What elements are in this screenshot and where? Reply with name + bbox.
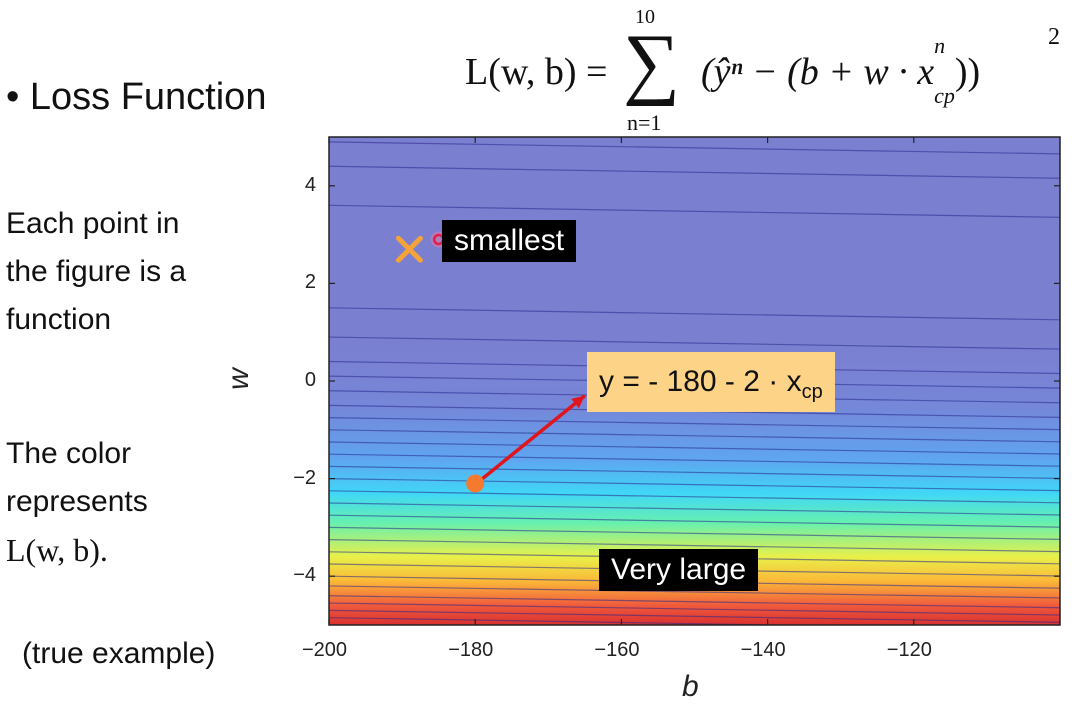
section-title: • Loss Function	[6, 76, 266, 119]
description-line: the figure is a	[6, 255, 187, 288]
true-example-note: (true example)	[22, 637, 216, 670]
y-tick-label: 4	[304, 173, 316, 196]
contour-line	[329, 141, 1060, 155]
loss-formula: L(w, b) = 10 ∑ n=1 (ŷⁿ − (b + w · x n cp))…	[465, 6, 1085, 140]
contour-line	[329, 307, 1060, 321]
y-tick-label: 0	[304, 369, 316, 391]
formula-power: 2	[1048, 24, 1060, 50]
contour-line	[329, 165, 1060, 179]
contour-line	[329, 336, 1060, 350]
formula-lhs: L(w, b) =	[465, 51, 608, 93]
y-tick-label: −2	[293, 466, 316, 489]
contour-line	[329, 539, 1060, 553]
contour-line	[329, 595, 1060, 609]
formula-sum-symbol: ∑	[623, 19, 681, 107]
formula-x-sub: cp	[934, 82, 955, 108]
x-tick-label: −140	[740, 639, 786, 661]
start-point	[466, 474, 485, 493]
x-tick-label: −200	[302, 639, 348, 661]
contour-line	[329, 617, 812, 625]
contour-line	[329, 585, 1060, 599]
contour-line	[329, 465, 1060, 479]
label-smallest: smallest	[442, 220, 577, 262]
formula-body: (ŷⁿ − (b + w · x n cp))	[701, 33, 981, 108]
y-tick-label: 2	[304, 271, 316, 294]
x-axis-title: b	[682, 670, 699, 703]
contour-line	[329, 526, 1060, 540]
y-axis-title: w	[221, 368, 255, 390]
arrow-head	[571, 395, 585, 409]
description-block-2: The color represents L(w, b).	[6, 430, 148, 574]
label-function: y = - 180 - 2 · xcp	[587, 352, 835, 412]
description-line: represents	[6, 485, 148, 518]
x-tick-label: −120	[886, 639, 932, 661]
contour-line	[329, 441, 1060, 455]
contour-line	[329, 417, 1060, 431]
contour-line	[329, 453, 1060, 467]
contour-line	[329, 502, 1060, 516]
x-tick-label: −180	[448, 639, 494, 661]
formula-x-sup: n	[934, 33, 946, 58]
contour-line	[329, 204, 1060, 218]
x-tick-label: −160	[594, 639, 640, 661]
contour-line	[329, 609, 1060, 623]
contour-lines	[329, 141, 1060, 625]
formula-sum-lower: n=1	[627, 110, 662, 135]
smallest-marker	[395, 235, 423, 263]
title-text: Loss Function	[29, 76, 267, 118]
contour-line	[329, 429, 1060, 443]
bullet-mark: •	[6, 76, 20, 118]
y-tick-label: −4	[293, 564, 316, 587]
description-block-1: Each point in the figure is a function	[6, 200, 186, 344]
label-very-large: Very large	[599, 549, 759, 591]
description-line: Each point in	[6, 207, 180, 240]
arrow-shaft	[481, 394, 586, 480]
formula-sum-upper: 10	[635, 6, 655, 28]
description-line: function	[6, 303, 112, 336]
contour-line	[329, 602, 1060, 616]
description-line: The color	[6, 437, 132, 470]
contour-line	[329, 490, 1060, 504]
contour-line	[329, 478, 1060, 492]
contour-line	[329, 514, 1060, 528]
axis-ticks	[328, 137, 1060, 625]
description-line: L(w, b).	[6, 532, 108, 568]
